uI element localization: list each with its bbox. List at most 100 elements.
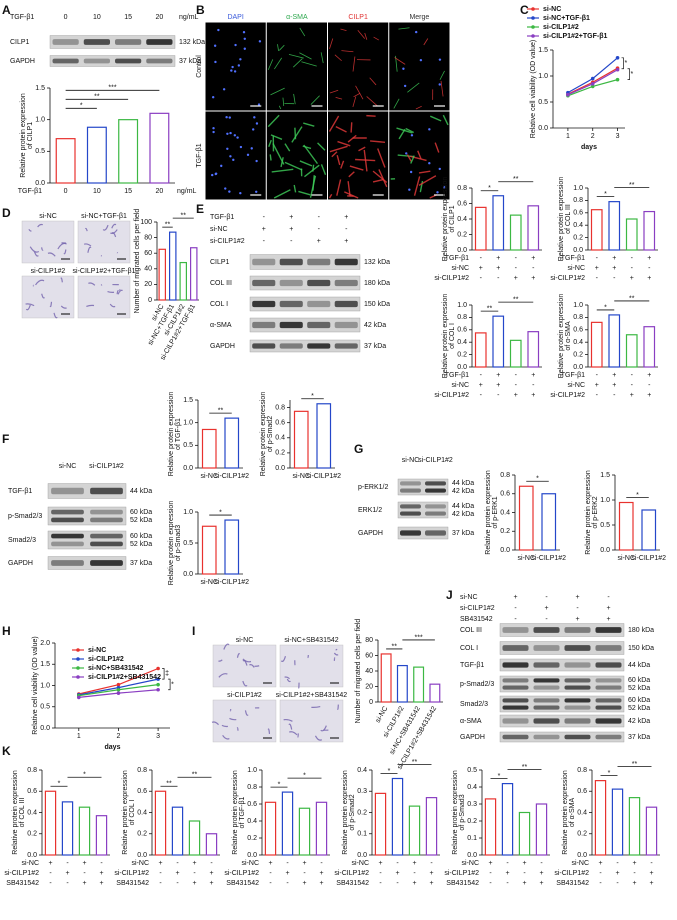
blot-row-name: α-SMA <box>460 718 482 725</box>
series-point <box>615 56 620 60</box>
significance-label: ** <box>522 764 528 771</box>
blot-lane-label: si-CILP1#2 <box>418 457 453 464</box>
x-tick-label: si-CILP1#2 <box>214 579 249 586</box>
stain <box>418 170 431 174</box>
blot-band <box>502 685 529 690</box>
blot-band <box>400 530 421 536</box>
blot-size: 52 kDa <box>130 541 152 548</box>
significance-label: * <box>536 476 539 483</box>
cell <box>102 224 109 231</box>
x-table-sign: - <box>430 860 433 867</box>
cell <box>53 312 58 319</box>
blot-lane-label: 15 <box>124 14 132 21</box>
significance-label: * <box>488 185 491 192</box>
y-axis-label: Relative protein expression <box>168 501 175 586</box>
y-tick-label: 0.3 <box>357 788 367 795</box>
x-table-sign: + <box>612 372 616 379</box>
blot-row-name: Smad2/3 <box>460 701 488 708</box>
x-table-sign: + <box>479 382 483 389</box>
bar <box>55 138 76 184</box>
bar <box>61 801 74 856</box>
bar <box>590 321 603 368</box>
y-tick-label: 0.1 <box>467 835 477 842</box>
bar <box>281 791 294 856</box>
blot-strip <box>249 339 361 353</box>
series-point <box>156 687 160 692</box>
x-table-sign: - <box>489 880 492 887</box>
y-tick-label: 0.2 <box>457 351 467 358</box>
micro-tile <box>212 644 277 688</box>
blot-band <box>533 662 560 668</box>
x-tick-label: si-NC <box>375 705 390 724</box>
stain <box>398 27 410 30</box>
bar <box>643 326 656 368</box>
blot-size: 180 kDa <box>364 280 390 287</box>
cell <box>223 643 230 650</box>
legend-marker <box>76 666 80 670</box>
stain <box>336 179 342 196</box>
x-tick-label: 3 <box>616 133 620 140</box>
nucleus <box>230 69 233 72</box>
cell <box>236 727 239 731</box>
bar <box>78 806 91 856</box>
blot-band <box>502 718 529 724</box>
blot-size: 37 kDa <box>364 343 386 350</box>
panel-label: K <box>2 744 11 758</box>
bar <box>518 485 534 551</box>
y-tick-label: 1.0 <box>538 73 548 80</box>
cell <box>222 734 230 740</box>
bar <box>509 214 522 251</box>
blot-row-name: COL III <box>460 627 482 634</box>
micro-row-label: TGF-β1 <box>196 143 203 167</box>
x-table-sign: + <box>209 880 213 887</box>
blot-size: 60 kDa <box>130 509 152 516</box>
blot-row-name: Smad2/3 <box>8 537 36 544</box>
bar <box>315 801 328 856</box>
micro-tile-label: si-NC <box>39 213 57 220</box>
blot-band <box>51 541 84 547</box>
micro-column-label: DAPI <box>227 14 243 21</box>
blot-band <box>334 300 358 308</box>
stain <box>291 126 303 143</box>
bar <box>474 332 487 368</box>
y-tick-label: 0.4 <box>577 809 587 816</box>
y-tick-label: 0.4 <box>275 435 285 442</box>
stain <box>331 151 338 158</box>
blot-band <box>51 509 84 515</box>
x-table-sign: - <box>66 860 69 867</box>
cell <box>211 721 219 726</box>
stain <box>372 170 388 183</box>
bar <box>44 790 57 856</box>
stain <box>355 158 376 162</box>
legend-label: si-NC <box>88 647 106 654</box>
x-table-sign: - <box>480 372 483 379</box>
blot-band <box>252 343 276 349</box>
stain <box>273 189 291 199</box>
blot-band <box>502 627 529 633</box>
micro-tile <box>77 220 131 264</box>
x-table-sign: - <box>631 372 634 379</box>
nucleus <box>414 30 418 34</box>
cell <box>60 277 63 283</box>
x-table-sign: - <box>159 880 162 887</box>
bar <box>594 780 607 856</box>
stain <box>413 176 421 196</box>
blot-lane-label: - <box>263 214 266 221</box>
x-table-name: si-CILP1#2 <box>554 870 589 877</box>
nucleus <box>220 164 223 168</box>
blot-header-name: si-NC <box>460 594 478 601</box>
blot-size: 42 kDa <box>452 488 474 495</box>
blot-band <box>307 343 331 349</box>
stain <box>270 134 283 140</box>
x-table-sign: - <box>506 860 509 867</box>
blot-band <box>51 533 84 539</box>
cell <box>37 223 44 228</box>
blot-row-name: GAPDH <box>10 58 35 65</box>
micro-tile-label: si-NC+TGF-β1 <box>81 213 127 220</box>
y-tick-label: 0.8 <box>457 185 467 192</box>
x-table-sign: + <box>531 255 535 262</box>
x-tick-label: si-CILP1#2 <box>631 555 666 562</box>
cell <box>284 676 290 680</box>
stain <box>407 82 420 93</box>
bar <box>374 792 387 856</box>
